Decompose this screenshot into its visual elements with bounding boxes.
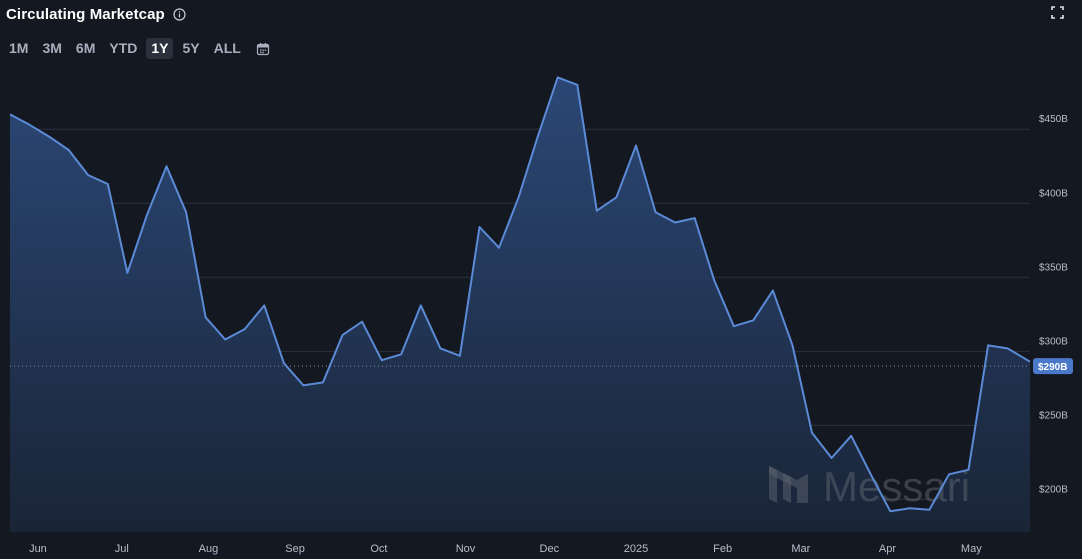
data-point [1028,360,1032,364]
current-value-label: $290B [1038,362,1067,373]
data-point [28,123,32,127]
x-tick-label: Sep [285,543,305,555]
data-point [556,75,560,79]
data-point [321,380,325,384]
data-point [751,318,755,322]
data-point [86,173,90,177]
range-button-6m[interactable]: 6M [75,40,96,56]
data-point [536,133,540,137]
data-point [164,164,168,168]
x-tick-label: Oct [370,543,387,555]
range-button-5y[interactable]: 5Y [182,40,200,56]
messari-watermark: Messari [769,463,970,510]
data-point [458,354,462,358]
data-point [595,209,599,213]
data-point [790,343,794,347]
watermark-text: Messari [823,463,970,510]
data-point [634,144,638,148]
x-tick-label: Mar [791,543,810,555]
time-range-selector: 1M 3M 6M YTD 1Y 5Y ALL [4,38,270,59]
y-tick-label: $250B [1039,410,1068,421]
x-tick-label: Feb [713,543,732,555]
data-point [8,112,12,116]
y-tick-label: $300B [1039,336,1068,347]
series-line [9,76,1031,513]
data-point [438,346,442,350]
range-button-3m[interactable]: 3M [42,40,62,56]
data-point [145,213,149,217]
current-value-badge: $290B [1033,358,1073,375]
data-point [497,246,501,250]
data-point [810,431,814,435]
data-point [967,468,971,472]
calendar-icon[interactable] [256,42,270,56]
data-point [380,358,384,362]
data-point [869,472,873,476]
x-tick-label: Aug [199,543,219,555]
data-point [419,303,423,307]
series-area [10,77,1030,533]
range-button-1m[interactable]: 1M [9,40,29,56]
data-point [771,289,775,293]
data-point [673,221,677,225]
data-point [477,225,481,229]
data-point [47,135,51,139]
y-tick-label: $350B [1039,262,1068,273]
y-axis: $200B $250B $300B $350B $400B $450B [1039,114,1068,495]
data-point [888,509,892,513]
fullscreen-icon[interactable] [1051,6,1064,19]
data-point [712,278,716,282]
data-point [125,271,129,275]
data-point [908,506,912,510]
data-point [67,148,71,152]
data-point [849,434,853,438]
x-tick-label: Dec [540,543,560,555]
chart-header: Circulating Marketcap [6,4,186,24]
range-button-all[interactable]: ALL [213,40,241,56]
x-tick-label: Jul [115,543,129,555]
y-tick-label: $400B [1039,188,1068,199]
data-point [986,343,990,347]
range-button-ytd[interactable]: YTD [109,40,138,56]
range-button-1y[interactable]: 1Y [146,38,174,59]
data-point [575,83,579,87]
data-point [654,210,658,214]
data-point [947,472,951,476]
data-point [204,315,208,319]
x-tick-label: May [961,543,982,555]
x-tick-label: Apr [879,543,896,555]
data-point [732,324,736,328]
x-axis: Jun Jul Aug Sep Oct Nov Dec 2025 Feb Mar Apr May [29,543,982,555]
data-point [223,338,227,342]
y-tick-label: $450B [1039,114,1068,125]
data-point [830,456,834,460]
data-point [243,327,247,331]
data-point [341,333,345,337]
data-point [301,383,305,387]
x-tick-label: Jun [29,543,47,555]
data-point [106,182,110,186]
chart-title: Circulating Marketcap [6,5,165,23]
data-point [184,210,188,214]
data-point [517,195,521,199]
x-tick-label: Nov [456,543,476,555]
data-point [614,195,618,199]
data-point [693,216,697,220]
data-point [360,320,364,324]
x-tick-label: 2025 [624,543,648,555]
data-point [1006,346,1010,350]
data-point [399,352,403,356]
data-point [262,303,266,307]
messari-logo-icon [769,466,808,503]
data-point [282,361,286,365]
data-point [927,508,931,512]
info-icon[interactable] [173,7,186,21]
y-tick-label: $200B [1039,484,1068,495]
